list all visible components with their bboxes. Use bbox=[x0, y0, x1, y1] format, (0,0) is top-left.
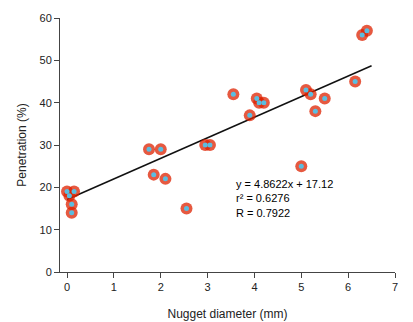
svg-text:10: 10 bbox=[40, 224, 52, 236]
svg-text:0: 0 bbox=[46, 266, 52, 278]
svg-text:5: 5 bbox=[298, 281, 304, 293]
svg-text:Nugget diameter (mm): Nugget diameter (mm) bbox=[167, 307, 287, 321]
svg-text:4: 4 bbox=[251, 281, 257, 293]
svg-text:6: 6 bbox=[345, 281, 351, 293]
svg-text:0: 0 bbox=[64, 281, 70, 293]
svg-text:50: 50 bbox=[40, 54, 52, 66]
svg-text:20: 20 bbox=[40, 181, 52, 193]
svg-text:40: 40 bbox=[40, 97, 52, 109]
svg-text:1: 1 bbox=[111, 281, 117, 293]
svg-text:7: 7 bbox=[392, 281, 398, 293]
svg-text:y = 4.8622x + 17.12r² = 0.6276: y = 4.8622x + 17.12r² = 0.6276R = 0.7922 bbox=[236, 178, 333, 219]
svg-text:60: 60 bbox=[40, 12, 52, 24]
svg-text:Penetration (%): Penetration (%) bbox=[15, 103, 29, 186]
svg-text:3: 3 bbox=[205, 281, 211, 293]
svg-text:30: 30 bbox=[40, 139, 52, 151]
svg-text:2: 2 bbox=[158, 281, 164, 293]
